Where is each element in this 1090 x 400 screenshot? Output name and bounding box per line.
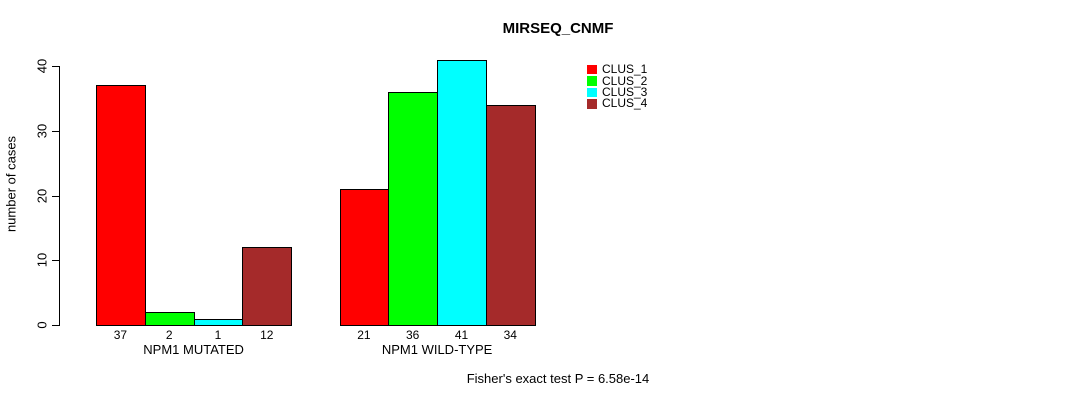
legend: CLUS_1 CLUS_2 CLUS_3 CLUS_4	[587, 62, 648, 111]
legend-row: CLUS_2	[587, 73, 648, 88]
bar-clus_3-group1	[193, 319, 244, 326]
legend-row: CLUS_4	[587, 96, 648, 111]
bar-clus_2-group1	[144, 312, 195, 326]
legend-label: CLUS_1	[602, 62, 648, 77]
bar-clus_3-group2	[437, 60, 487, 326]
legend-label: CLUS_2	[602, 73, 648, 88]
y-axis-tick	[52, 325, 59, 326]
annotation-text: Fisher's exact test P = 6.58e-14	[466, 371, 650, 386]
bar-clus_4-group1	[242, 247, 293, 326]
bar-clus_2-group2	[388, 92, 439, 326]
category-label: NPM1 MUTATED	[143, 342, 244, 357]
bar-value-label: 36	[406, 328, 420, 342]
bar-value-label: 34	[503, 328, 517, 342]
y-axis-title: number of cases	[3, 135, 19, 233]
legend-label: CLUS_4	[602, 96, 648, 111]
bar-value-label: 1	[214, 328, 222, 342]
bar-value-label: 2	[165, 328, 173, 342]
chart-title: MIRSEQ_CNMF	[502, 20, 614, 37]
legend-swatch-clus_2	[587, 76, 597, 86]
legend-label: CLUS_3	[602, 84, 648, 99]
y-axis-tick-label: 40	[34, 58, 50, 74]
y-axis-tick-label: 30	[34, 123, 50, 139]
y-axis-tick-label: 0	[34, 321, 50, 329]
y-axis-tick	[52, 195, 59, 197]
y-axis-tick	[52, 260, 59, 262]
y-axis-tick	[52, 66, 59, 67]
legend-swatch-clus_3	[587, 87, 597, 98]
y-axis-tick	[52, 130, 59, 132]
legend-row: CLUS_3	[587, 84, 648, 99]
category-label: NPM1 WILD-TYPE	[381, 342, 493, 357]
y-axis-line	[59, 66, 60, 326]
bar-clus_1-group1	[96, 85, 146, 326]
legend-row: CLUS_1	[587, 62, 648, 77]
y-axis-tick-label: 20	[34, 188, 50, 203]
bar-value-label: 12	[260, 328, 274, 342]
legend-swatch-clus_1	[587, 64, 597, 75]
bar-value-label: 21	[357, 328, 371, 342]
legend-swatch-clus_4	[587, 99, 597, 109]
bar-clus_1-group2	[339, 189, 390, 326]
bar-value-label: 37	[113, 328, 128, 342]
bar-clus_4-group2	[485, 105, 536, 326]
y-axis-tick-label: 10	[34, 253, 50, 268]
bar-value-label: 41	[454, 328, 469, 342]
